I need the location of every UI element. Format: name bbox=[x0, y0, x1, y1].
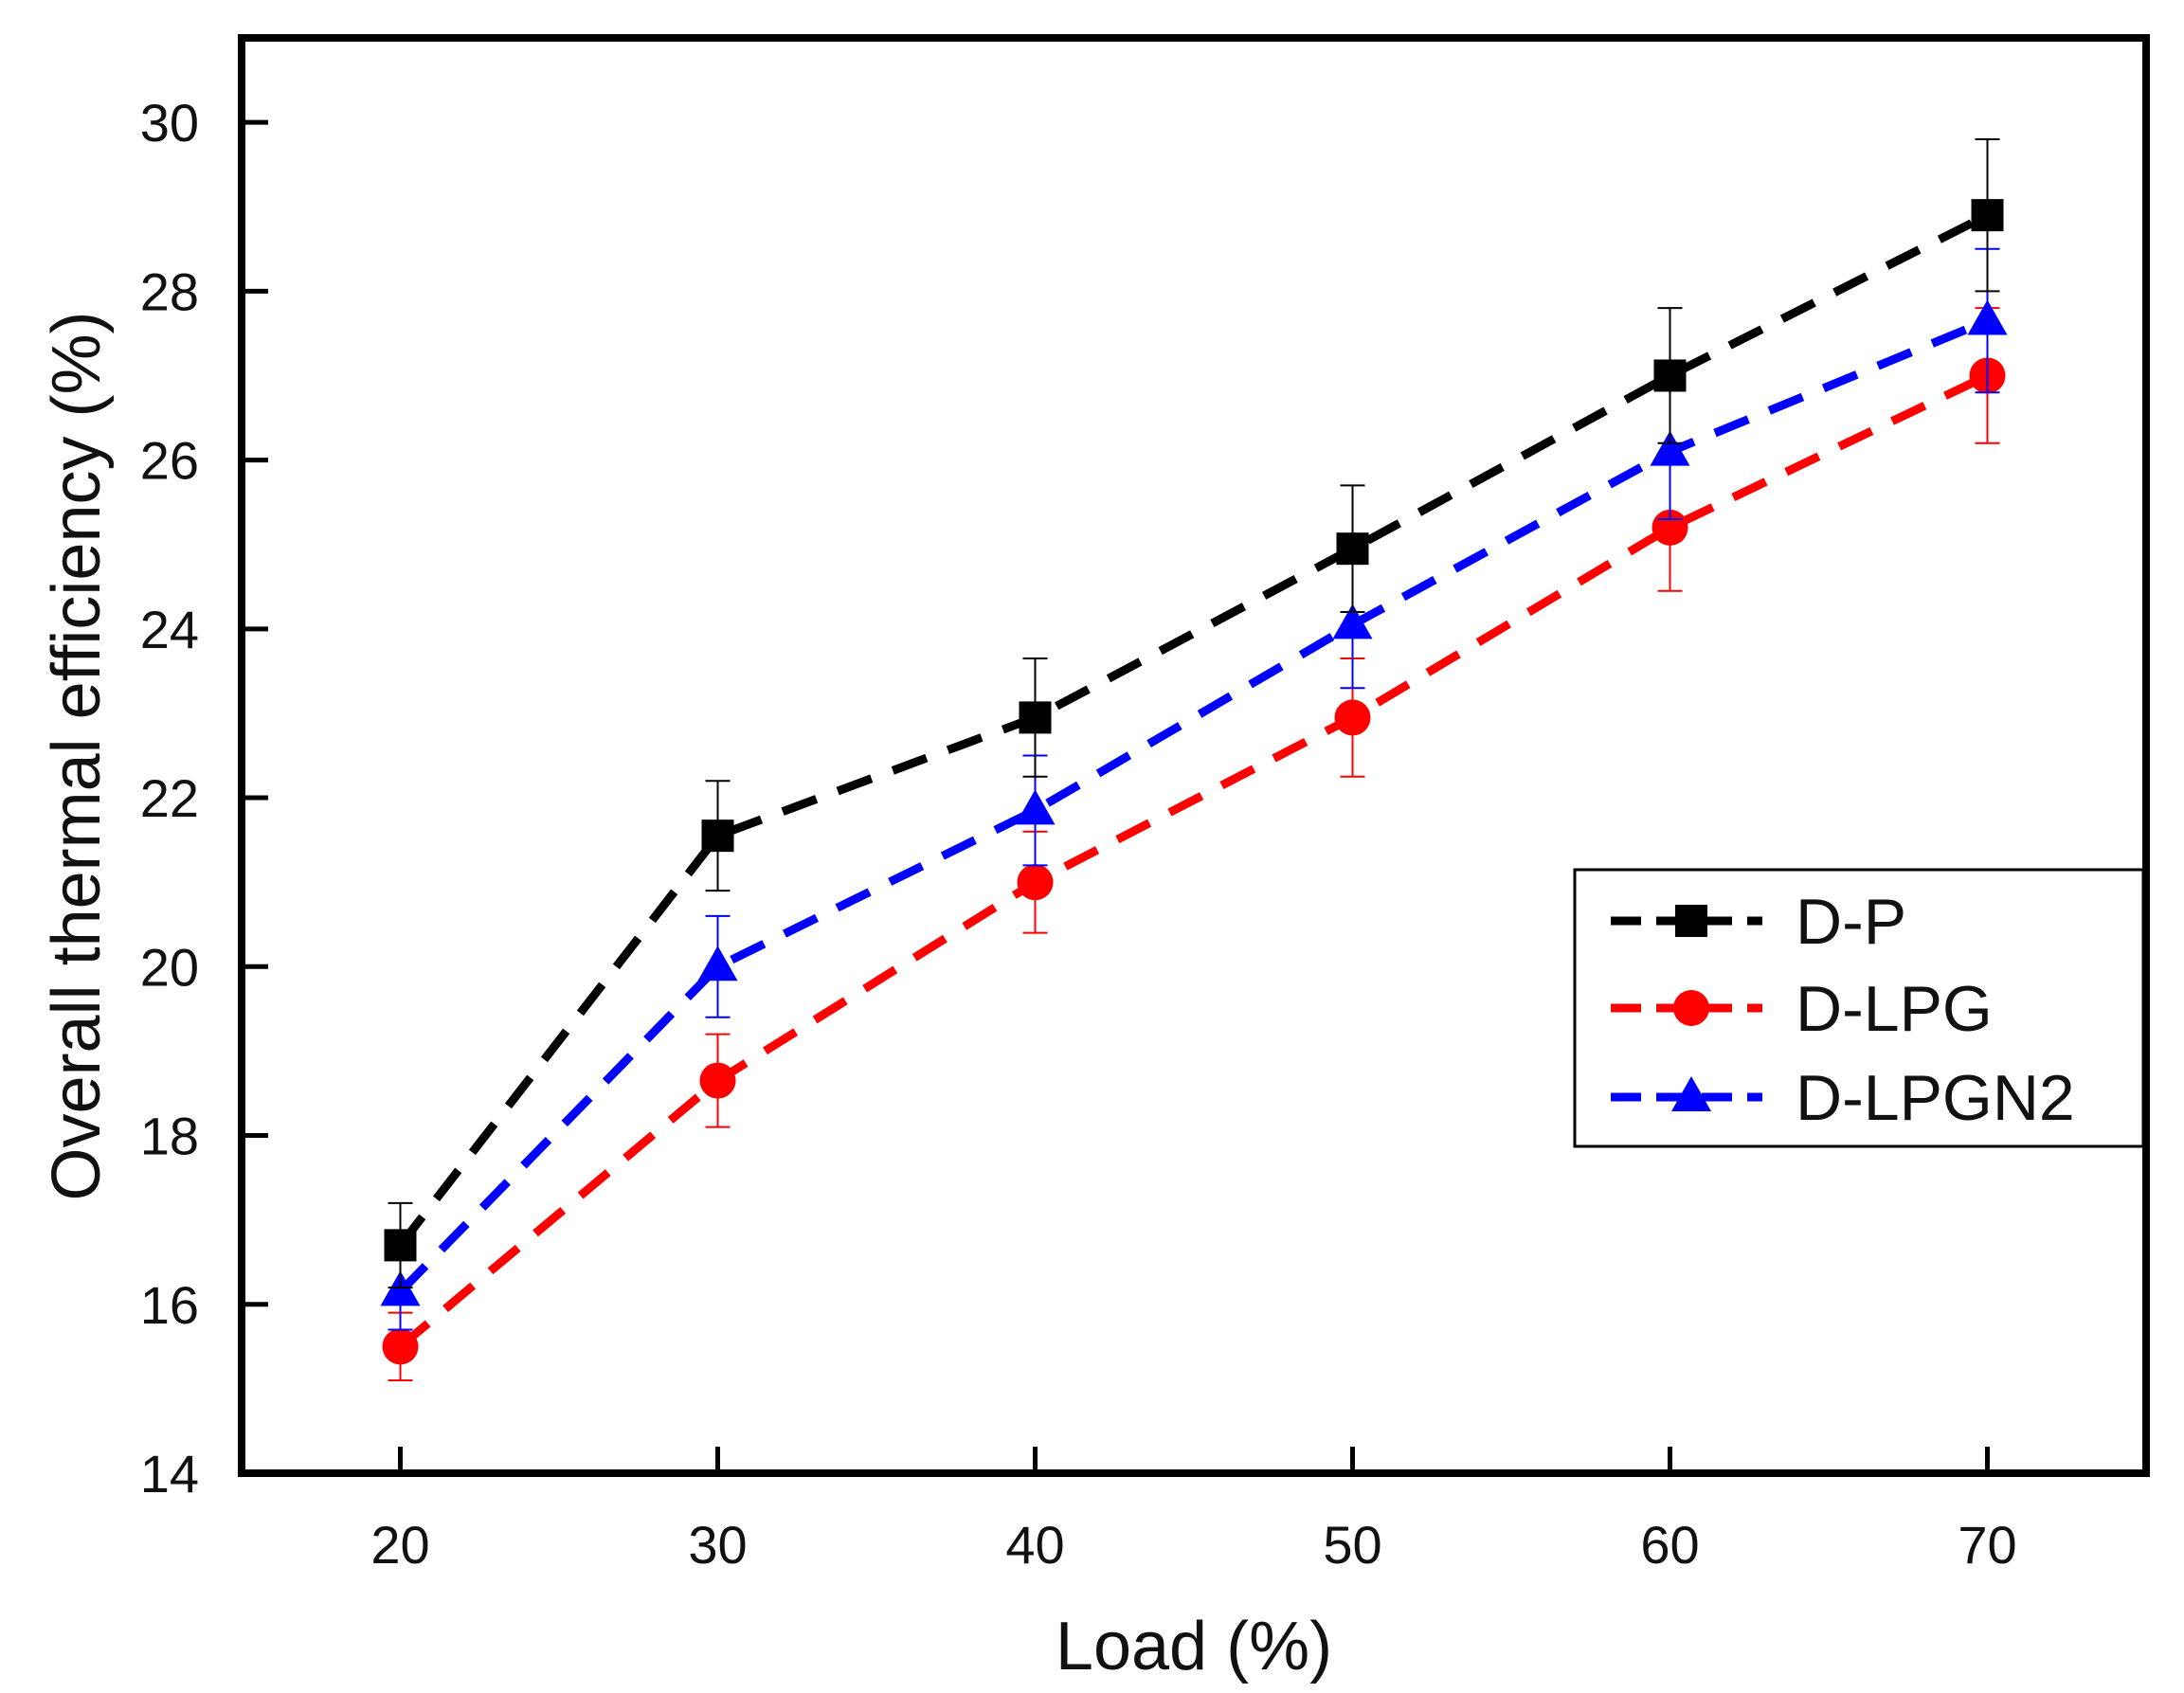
data-point bbox=[382, 1328, 419, 1365]
y-tick-label: 26 bbox=[140, 431, 199, 491]
series-layer bbox=[380, 137, 2008, 1381]
legend-marker bbox=[1675, 905, 1707, 937]
x-tick-label: 70 bbox=[1958, 1515, 2016, 1575]
legend-label: D-P bbox=[1796, 886, 1906, 958]
legend-marker bbox=[1673, 990, 1709, 1026]
legend-entry-d-lpgn2: D-LPGN2 bbox=[1611, 1062, 2075, 1134]
plot-frame bbox=[238, 34, 2150, 1477]
y-tick-label: 16 bbox=[140, 1275, 199, 1335]
series-d-p bbox=[384, 137, 2004, 1288]
x-axis-ticks: 20 30 40 50 60 70 bbox=[370, 1447, 2017, 1575]
data-point bbox=[1971, 199, 2004, 232]
x-tick-label: 60 bbox=[1640, 1515, 1699, 1575]
series-d-lpgn2 bbox=[380, 247, 2008, 1331]
data-point bbox=[1332, 603, 1373, 639]
legend-entries: D-P D-LPG D-LPGN2 bbox=[1611, 886, 2075, 1134]
data-point bbox=[1334, 699, 1371, 736]
data-point bbox=[1650, 430, 1690, 466]
x-tick-label: 30 bbox=[688, 1515, 747, 1575]
data-point bbox=[1653, 359, 1687, 392]
series-line bbox=[397, 371, 1990, 1350]
legend-marker bbox=[1671, 1076, 1711, 1111]
y-tick-label: 30 bbox=[140, 93, 199, 153]
data-point bbox=[1967, 299, 2008, 335]
data-point bbox=[1019, 701, 1052, 734]
series-line bbox=[397, 316, 1990, 1295]
legend-entry-d-p: D-P bbox=[1611, 886, 1906, 958]
data-point bbox=[701, 819, 734, 853]
x-tick-label: 20 bbox=[370, 1515, 429, 1575]
data-point bbox=[697, 946, 738, 982]
x-axis-title: Load (%) bbox=[1056, 1609, 1332, 1684]
legend: D-P D-LPG D-LPGN2 bbox=[1573, 868, 2145, 1148]
y-axis-ticks: 14 16 18 20 22 24 26 28 30 bbox=[140, 93, 268, 1504]
legend-label: D-LPGN2 bbox=[1796, 1062, 2075, 1134]
legend-entry-d-lpg: D-LPG bbox=[1611, 973, 1993, 1045]
y-tick-label: 28 bbox=[140, 261, 199, 321]
data-point bbox=[699, 1062, 736, 1099]
x-tick-label: 40 bbox=[1005, 1515, 1064, 1575]
y-tick-label: 22 bbox=[140, 768, 199, 828]
data-point bbox=[1015, 789, 1056, 825]
y-tick-label: 14 bbox=[140, 1444, 199, 1504]
y-tick-label: 20 bbox=[140, 937, 199, 997]
y-tick-label: 18 bbox=[140, 1107, 199, 1166]
legend-label: D-LPG bbox=[1796, 973, 1993, 1045]
data-point bbox=[1017, 864, 1054, 901]
x-tick-label: 50 bbox=[1323, 1515, 1381, 1575]
y-tick-label: 24 bbox=[140, 600, 199, 659]
series-line bbox=[396, 211, 1990, 1249]
y-axis-title: Overall thermal efficiency (%) bbox=[39, 312, 115, 1201]
data-point bbox=[1336, 532, 1369, 566]
data-point bbox=[384, 1229, 417, 1262]
